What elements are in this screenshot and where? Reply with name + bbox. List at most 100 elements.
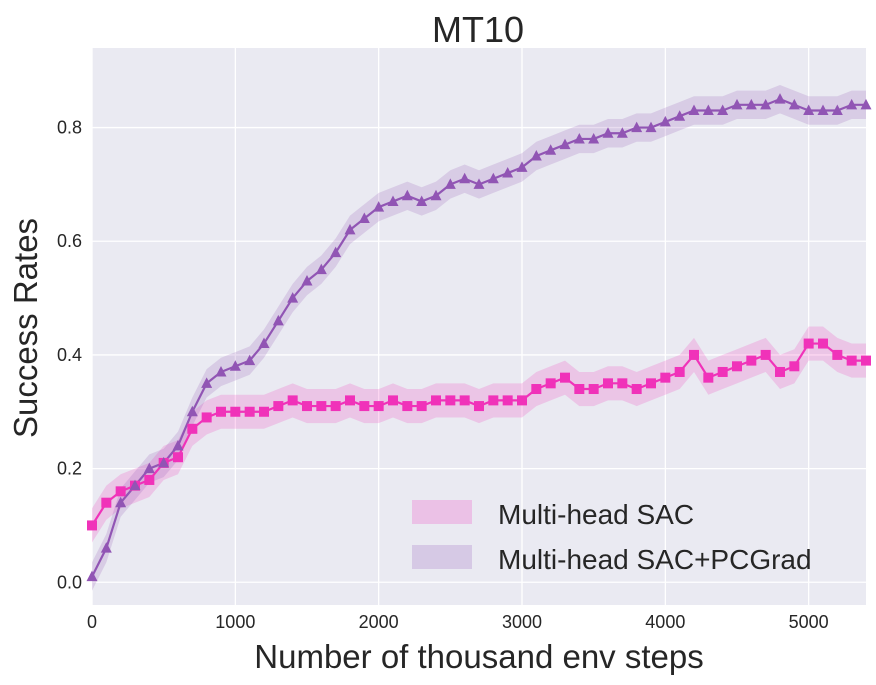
data-point-sac xyxy=(488,395,499,406)
data-point-pcgrad xyxy=(358,212,370,224)
data-point-pcgrad xyxy=(115,496,127,508)
data-point-pcgrad xyxy=(745,98,757,110)
data-point-sac xyxy=(359,401,370,412)
legend: Multi-head SAC Multi-head SAC+PCGrad xyxy=(412,499,812,575)
data-point-sac xyxy=(459,395,470,406)
x-tick-label: 2000 xyxy=(359,612,399,632)
data-point-pcgrad xyxy=(272,314,284,326)
data-point-sac xyxy=(545,378,556,389)
legend-swatch-multi-head-sac-pcgrad xyxy=(412,545,472,569)
data-point-pcgrad xyxy=(416,195,428,206)
data-point-pcgrad xyxy=(315,263,327,275)
data-point-sac xyxy=(316,401,327,412)
data-point-pcgrad xyxy=(258,337,270,349)
tick-labels: 0 1000 2000 3000 4000 5000 0.0 0.2 0.4 0.6 0.8 xyxy=(57,118,829,632)
data-point-pcgrad xyxy=(674,110,686,121)
data-point-sac xyxy=(173,452,183,463)
data-point-sac xyxy=(803,338,814,349)
data-point-pcgrad xyxy=(516,161,528,172)
data-point-sac xyxy=(703,372,714,383)
y-tick-label: 0.6 xyxy=(57,231,82,251)
y-axis-label: Success Rates xyxy=(7,218,44,438)
data-point-sac xyxy=(517,395,527,406)
data-point-pcgrad xyxy=(244,354,256,366)
data-point-sac xyxy=(302,401,312,412)
legend-swatch-multi-head-sac xyxy=(412,500,472,524)
data-point-pcgrad xyxy=(631,121,643,133)
data-point-sac xyxy=(101,497,112,508)
data-point-sac xyxy=(717,366,728,377)
plot-area xyxy=(92,48,866,605)
data-point-pcgrad xyxy=(229,360,241,371)
x-tick-label: 4000 xyxy=(645,612,685,632)
data-point-sac xyxy=(445,395,456,406)
data-point-sac xyxy=(87,520,97,531)
data-point-sac xyxy=(689,349,699,360)
data-point-pcgrad xyxy=(401,189,413,201)
data-point-pcgrad xyxy=(344,223,356,235)
data-point-pcgrad xyxy=(717,104,729,116)
data-point-sac xyxy=(818,338,828,349)
data-point-sac xyxy=(144,474,155,485)
data-point-sac xyxy=(674,366,685,377)
data-point-sac xyxy=(574,384,585,395)
data-point-pcgrad xyxy=(387,195,399,206)
data-point-sac xyxy=(345,395,355,406)
data-point-pcgrad xyxy=(100,542,112,553)
data-point-pcgrad xyxy=(158,456,170,468)
y-tick-label: 0.0 xyxy=(57,572,82,592)
data-point-sac xyxy=(502,395,513,406)
data-point-sac xyxy=(287,395,298,406)
data-point-pcgrad xyxy=(846,98,858,110)
data-point-pcgrad xyxy=(573,132,585,144)
data-point-sac xyxy=(588,384,599,395)
data-point-pcgrad xyxy=(760,98,772,110)
data-point-pcgrad xyxy=(616,127,628,138)
data-point-pcgrad xyxy=(803,104,815,116)
data-point-pcgrad xyxy=(129,479,141,491)
data-point-sac xyxy=(416,401,427,412)
data-point-pcgrad xyxy=(301,275,313,286)
data-point-sac xyxy=(187,423,198,434)
data-point-pcgrad xyxy=(215,365,227,377)
x-axis-label: Number of thousand env steps xyxy=(254,638,703,675)
data-point-pcgrad xyxy=(702,104,714,116)
data-point-pcgrad xyxy=(502,167,514,178)
data-point-sac xyxy=(861,355,871,366)
data-point-sac xyxy=(431,395,441,406)
data-point-sac xyxy=(832,349,843,360)
data-point-pcgrad xyxy=(530,149,542,161)
series-markers xyxy=(86,93,872,582)
data-point-pcgrad xyxy=(860,98,872,110)
data-point-sac xyxy=(273,401,284,412)
data-point-pcgrad xyxy=(444,178,456,189)
data-point-sac xyxy=(631,384,642,395)
y-tick-label: 0.8 xyxy=(57,118,82,138)
data-point-pcgrad xyxy=(774,93,786,104)
legend-label-multi-head-sac: Multi-head SAC xyxy=(498,499,694,530)
data-point-pcgrad xyxy=(287,292,299,303)
data-point-pcgrad xyxy=(817,104,829,116)
y-tick-label: 0.2 xyxy=(57,459,82,479)
y-tick-label: 0.4 xyxy=(57,345,82,365)
data-point-pcgrad xyxy=(473,178,485,189)
data-point-sac xyxy=(760,349,771,360)
data-point-pcgrad xyxy=(86,570,98,582)
data-point-pcgrad xyxy=(588,132,600,144)
data-point-sac xyxy=(244,406,255,417)
grid xyxy=(91,48,866,605)
data-point-sac xyxy=(789,361,800,372)
data-point-pcgrad xyxy=(459,172,471,184)
data-point-pcgrad xyxy=(143,462,155,474)
data-point-pcgrad xyxy=(731,98,743,110)
data-point-pcgrad xyxy=(688,104,700,116)
data-point-sac xyxy=(388,395,398,406)
data-point-sac xyxy=(402,401,413,412)
data-point-pcgrad xyxy=(645,121,657,133)
data-point-sac xyxy=(746,355,757,366)
data-point-pcgrad xyxy=(330,246,342,258)
data-point-sac xyxy=(474,401,484,412)
data-point-sac xyxy=(330,401,341,412)
data-point-sac xyxy=(775,366,785,377)
